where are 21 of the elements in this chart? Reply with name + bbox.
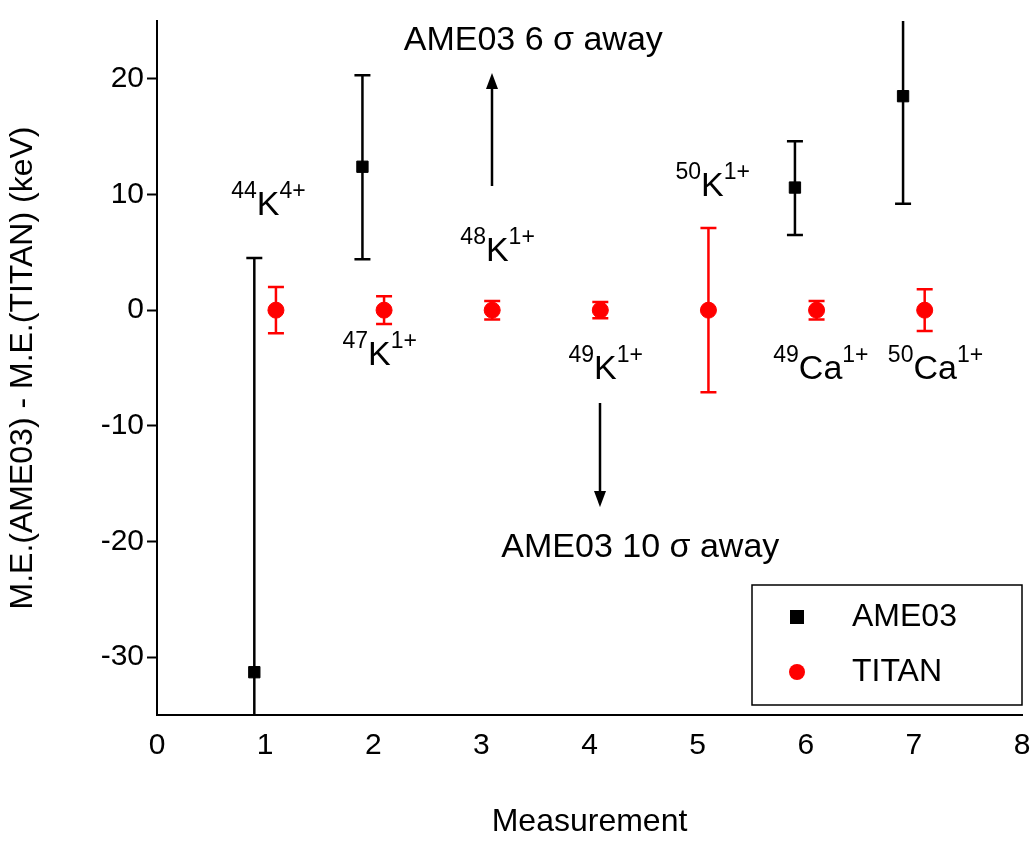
y-tick-label: 10 — [110, 175, 144, 209]
y-tick-label: 20 — [110, 60, 144, 94]
y-tick-label: -30 — [100, 638, 144, 672]
x-tick-label: 0 — [148, 727, 166, 761]
y-tick-label: 0 — [127, 291, 144, 325]
y-axis-title: M.E.(AME03) - M.E.(TITAN) (keV) — [3, 126, 40, 610]
x-tick-label: 1 — [256, 727, 274, 761]
x-tick-label: 3 — [473, 727, 490, 761]
x-tick-label: 4 — [581, 727, 598, 761]
y-tick-label: -20 — [100, 522, 144, 556]
y-tick-label: -10 — [100, 407, 144, 441]
x-tick-label: 6 — [797, 727, 815, 761]
x-tick-label: 5 — [689, 727, 706, 761]
x-tick-label: 7 — [905, 727, 923, 761]
annotation: AME03 10 σ away — [501, 525, 780, 564]
legend-label: TITAN — [852, 651, 943, 688]
x-tick-label: 2 — [364, 727, 382, 761]
legend-label: AME03 — [852, 596, 957, 633]
x-tick-label: 8 — [1013, 727, 1031, 761]
annotation: AME03 6 σ away — [403, 19, 663, 58]
x-axis-title: Measurement — [491, 801, 688, 838]
